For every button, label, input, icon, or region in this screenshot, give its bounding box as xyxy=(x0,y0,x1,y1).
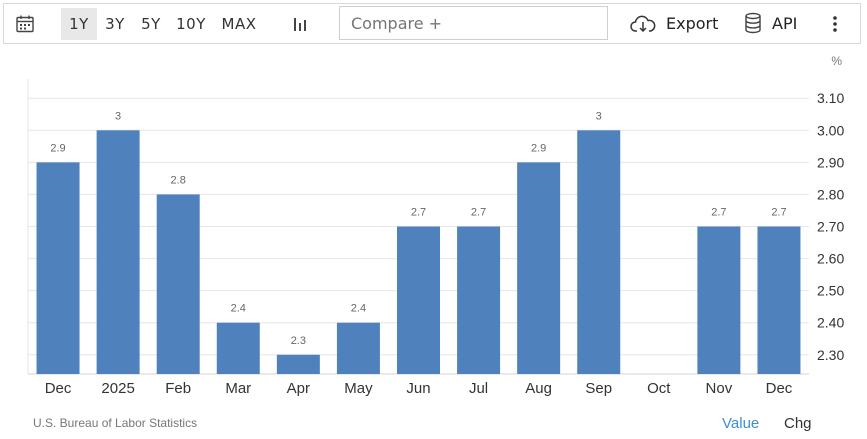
bar xyxy=(36,162,80,374)
range-10y-button[interactable]: 10Y xyxy=(176,15,206,33)
y-tick-label: 2.70 xyxy=(817,219,844,235)
y-tick-label: 3.00 xyxy=(817,122,844,138)
y-tick-label: 2.50 xyxy=(817,283,844,299)
bar-chart: % 3.10 3.00 2.90 2.80 2.70 2.60 2.50 2.40 2.30 2.9… xyxy=(27,54,844,397)
export-button[interactable]: Export xyxy=(666,14,719,33)
value-toggle[interactable]: Value xyxy=(722,415,760,432)
range-1y-button[interactable]: 1Y xyxy=(61,8,97,40)
database-icon[interactable] xyxy=(743,11,763,35)
chg-toggle[interactable]: Chg xyxy=(784,415,812,432)
data-label: 2.4 xyxy=(231,303,246,315)
bar xyxy=(757,226,801,374)
data-label: 2.8 xyxy=(171,174,186,186)
data-label: 2.7 xyxy=(771,207,786,219)
x-tick-label: Dec xyxy=(45,380,72,397)
chart-toolbar: 1Y 3Y 5Y 10Y MAX Export API xyxy=(3,3,861,44)
data-label: 2.7 xyxy=(411,207,426,219)
x-tick-label: Aug xyxy=(525,380,552,397)
bar xyxy=(517,162,561,374)
x-tick-label: Mar xyxy=(225,380,251,397)
bar xyxy=(697,226,741,374)
y-tick-label: 2.80 xyxy=(817,186,844,202)
y-tick-label: 2.30 xyxy=(817,347,844,363)
x-tick-label: Apr xyxy=(287,380,310,397)
data-label: 2.7 xyxy=(471,207,486,219)
bar xyxy=(336,322,380,374)
calendar-icon[interactable] xyxy=(14,13,36,35)
x-tick-label: Jun xyxy=(406,380,430,397)
data-label: 3 xyxy=(596,110,602,122)
x-tick-label: Dec xyxy=(766,380,793,397)
bar xyxy=(216,322,260,374)
bar xyxy=(397,226,440,374)
data-label: 2.3 xyxy=(291,335,306,347)
x-tick-label: Nov xyxy=(706,380,733,397)
bar xyxy=(577,130,621,374)
data-label: 2.7 xyxy=(711,207,726,219)
range-max-button[interactable]: MAX xyxy=(221,15,257,33)
data-label: 3 xyxy=(115,110,121,122)
compare-input[interactable] xyxy=(339,6,608,40)
bar xyxy=(96,130,140,374)
cloud-download-icon[interactable] xyxy=(630,13,656,35)
x-tick-label: Sep xyxy=(585,380,612,397)
y-tick-label: 2.90 xyxy=(817,154,844,170)
source-label: U.S. Bureau of Labor Statistics xyxy=(33,416,198,430)
range-5y-button[interactable]: 5Y xyxy=(141,15,161,33)
range-3y-button[interactable]: 3Y xyxy=(105,15,125,33)
y-tick-label: 2.40 xyxy=(817,315,844,331)
x-tick-label: May xyxy=(344,380,373,397)
data-label: 2.4 xyxy=(351,303,366,315)
more-vertical-icon[interactable] xyxy=(830,12,840,36)
bar xyxy=(276,354,320,374)
bar-chart-icon[interactable] xyxy=(290,13,312,35)
x-tick-label: Jul xyxy=(469,380,488,397)
chart-area: % 3.10 3.00 2.90 2.80 2.70 2.60 2.50 2.40 2.30 2.9… xyxy=(0,44,867,439)
api-button[interactable]: API xyxy=(772,14,798,33)
data-label: 2.9 xyxy=(531,142,546,154)
y-unit-label: % xyxy=(831,54,842,68)
y-tick-label: 2.60 xyxy=(817,251,844,267)
bar xyxy=(156,194,200,374)
x-tick-label: Feb xyxy=(165,380,191,397)
y-tick-label: 3.10 xyxy=(817,90,844,106)
bar xyxy=(457,226,501,374)
x-tick-label: 2025 xyxy=(101,380,134,397)
data-label: 2.9 xyxy=(50,142,65,154)
x-tick-label: Oct xyxy=(647,380,671,397)
